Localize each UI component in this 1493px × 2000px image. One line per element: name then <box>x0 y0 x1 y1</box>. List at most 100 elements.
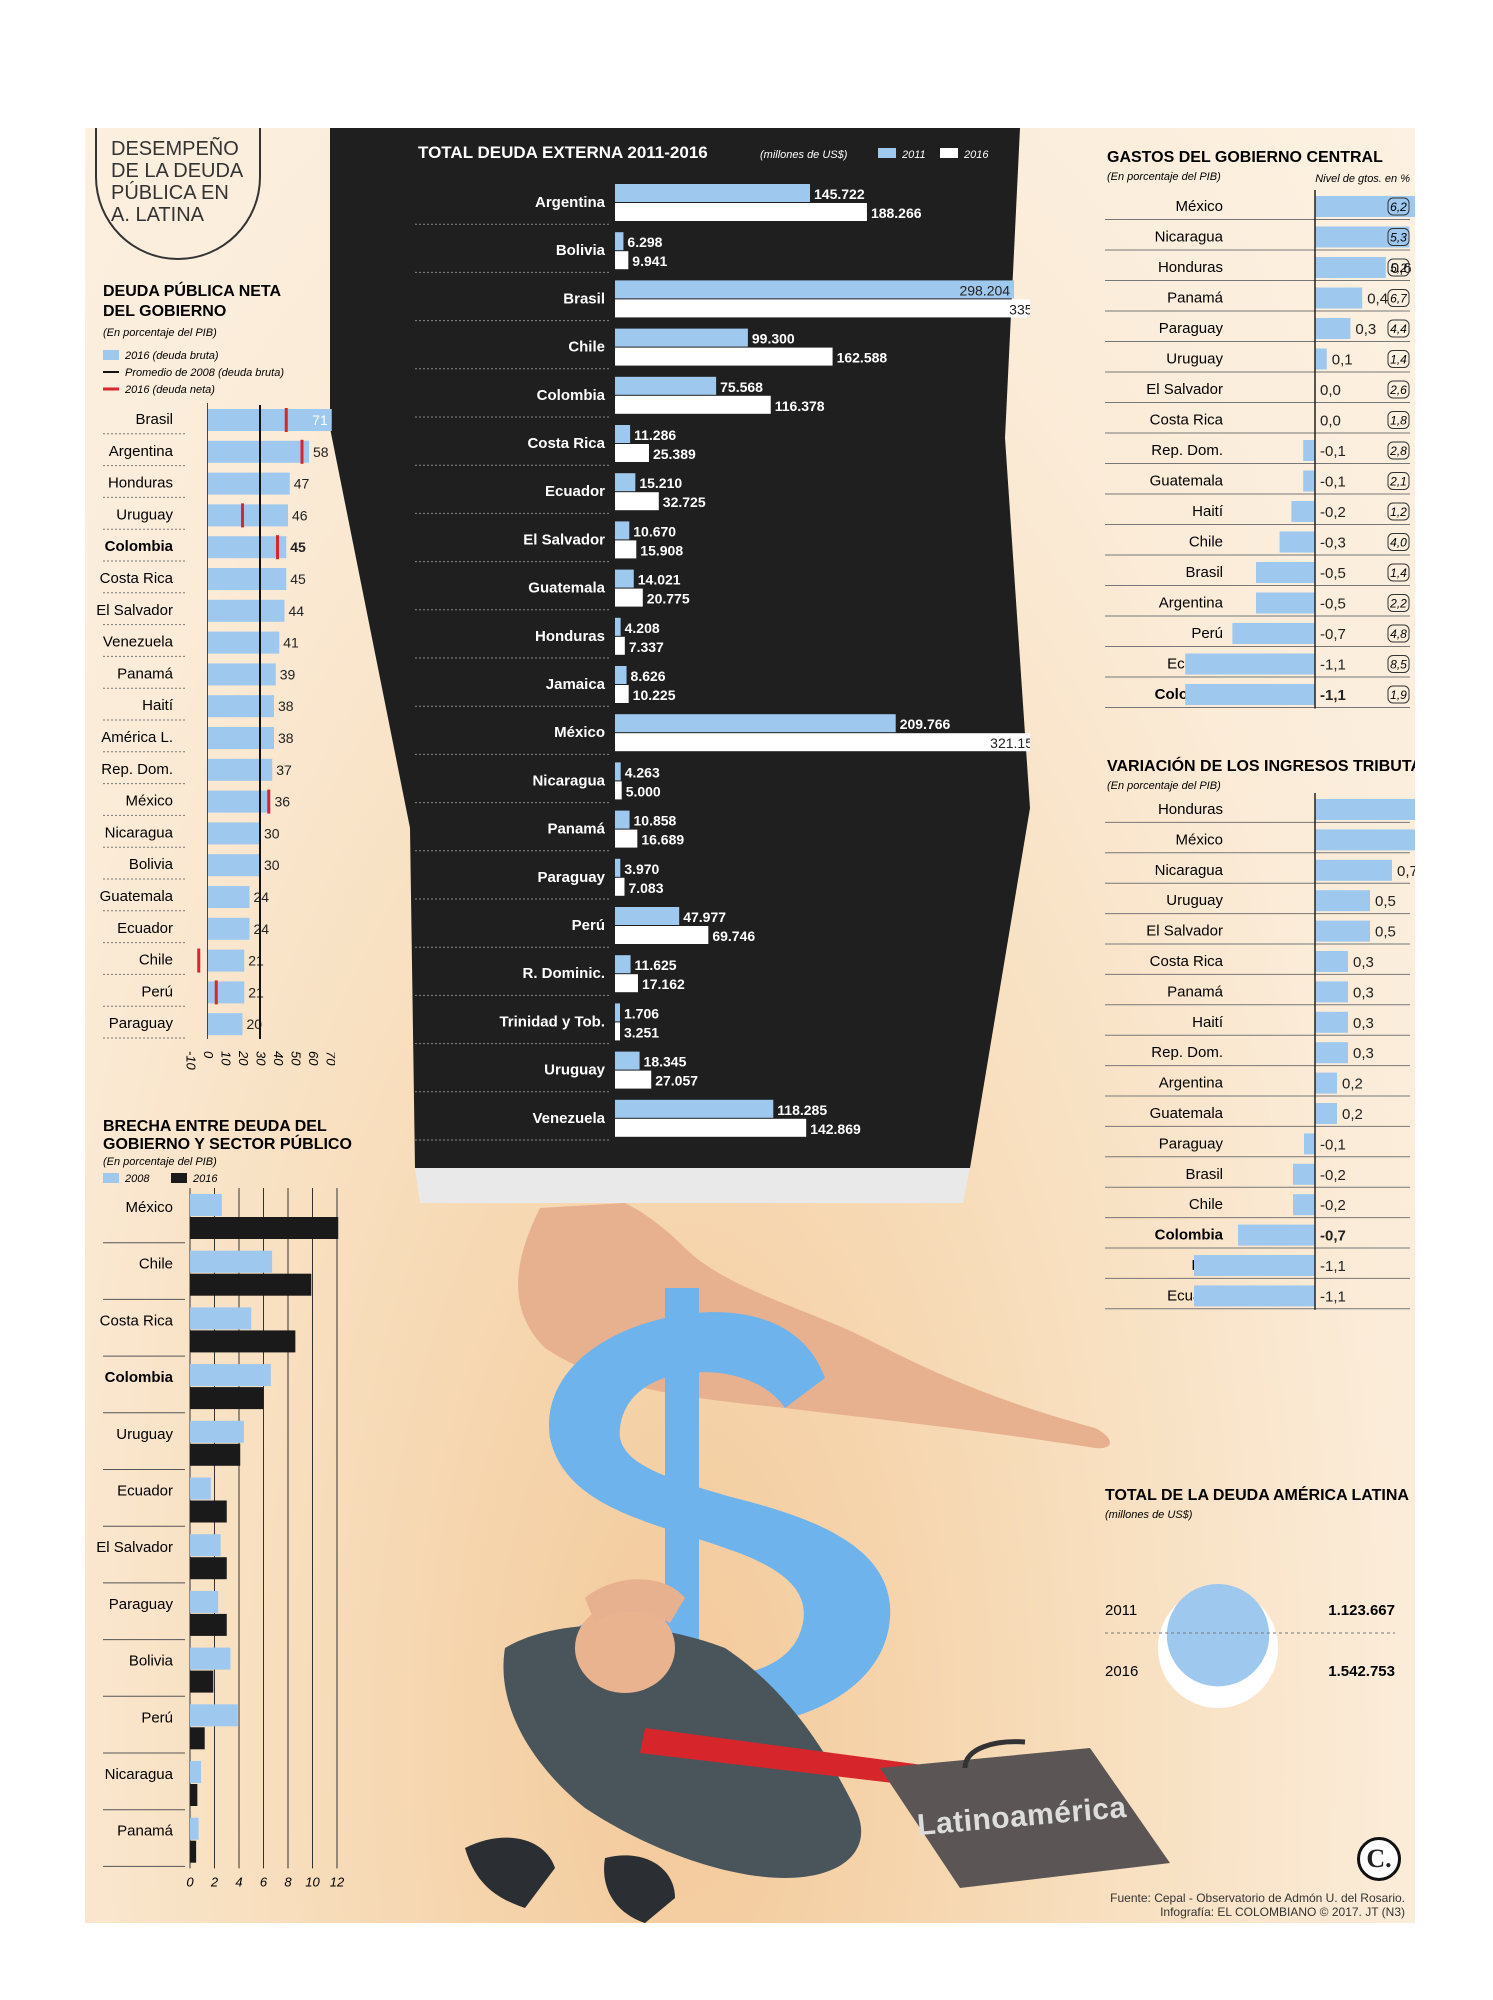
value-label-2016: 142.869 <box>810 1121 861 1137</box>
bar-ingreso <box>1315 1103 1337 1124</box>
nivel-label: 6,7 <box>1390 292 1408 306</box>
category-label: México <box>1175 831 1223 848</box>
tick-label: 2 <box>210 1874 219 1889</box>
value-label: 0,3 <box>1355 321 1376 338</box>
chart-title-line-2: DEL GOBIERNO <box>103 303 226 320</box>
bar-2011 <box>615 1099 774 1118</box>
value-label-2016: 25.389 <box>653 446 696 462</box>
bar-ingreso <box>1315 1011 1348 1033</box>
bar-ingreso <box>1315 920 1370 942</box>
chart-subtitle: (En porcentaje del PIB) <box>1107 780 1221 792</box>
value-label: -0,3 <box>1320 535 1346 552</box>
category-label: Nicaragua <box>1155 862 1224 879</box>
bar-2011 <box>615 1003 620 1022</box>
page-title: DESEMPEÑO DE LA DEUDA PÚBLICA EN A. LATI… <box>111 138 243 226</box>
category-label: Paraguay <box>109 1015 174 1032</box>
category-label: Ecuador <box>117 1483 173 1500</box>
bar-2008 <box>190 1307 252 1330</box>
bar-2011 <box>615 328 748 347</box>
nivel-label: 5,3 <box>1390 231 1407 245</box>
nivel-box <box>1387 624 1410 643</box>
value-label-2016: 27.057 <box>655 1073 698 1089</box>
bar-ingreso <box>1315 859 1392 881</box>
value-label-2016: 17.162 <box>642 976 685 992</box>
bar-2008 <box>190 1477 211 1500</box>
bar-2016 <box>190 1557 227 1580</box>
legend-swatch-2016 <box>171 1173 187 1183</box>
marker-deuda-neta <box>276 535 279 560</box>
value-label-2011: 4.263 <box>625 764 660 780</box>
category-label: Nicaragua <box>105 824 174 841</box>
bar-gasto <box>1315 257 1386 278</box>
nivel-box <box>1387 655 1410 673</box>
value-label-2011: 298.204 <box>959 282 1010 298</box>
value-label: 44 <box>289 603 305 619</box>
legend-label-2008: 2008 <box>124 1173 150 1185</box>
category-label: Uruguay <box>116 506 173 523</box>
category-label: Nicaragua <box>532 772 605 789</box>
bar-ingreso <box>1293 1163 1315 1185</box>
value-label: 0,1 <box>1332 352 1353 369</box>
bar-2016 <box>615 926 709 944</box>
chart-title-line-1: BRECHA ENTRE DEUDA DEL <box>103 1118 327 1135</box>
category-label: Panamá <box>117 665 174 682</box>
value-label: 36 <box>275 794 291 810</box>
bar-deuda-bruta <box>207 409 332 431</box>
category-label: Costa Rica <box>1150 953 1224 970</box>
chart-subtitle: (En porcentaje del PIB) <box>1107 171 1221 183</box>
source-credits: Fuente: Cepal - Observatorio de Admón U.… <box>1110 1891 1405 1919</box>
bar-2011 <box>615 617 621 636</box>
bar-gasto <box>1315 226 1410 248</box>
bar-ingreso <box>1315 981 1348 1003</box>
category-label: Costa Rica <box>100 570 174 587</box>
category-label: Argentina <box>109 443 174 460</box>
value-label-2011: 75.568 <box>720 379 763 395</box>
tick-label: 50 <box>289 1051 304 1066</box>
legend-swatch-2016-bruta <box>103 350 119 360</box>
bar-deuda-bruta <box>207 822 260 845</box>
bar-2016 <box>615 588 643 607</box>
bar-deuda-bruta <box>207 472 290 495</box>
value-label-2011: 209.766 <box>900 716 951 732</box>
bar-deuda-bruta <box>207 727 274 749</box>
value-label-2011: 1.123.667 <box>1328 1602 1395 1619</box>
category-label: Panamá <box>1167 290 1224 307</box>
bar-ingreso <box>1315 829 1415 851</box>
bar-ingreso <box>1315 890 1370 912</box>
bar-deuda-bruta <box>207 440 309 463</box>
bar-ingreso <box>1293 1194 1315 1216</box>
bar-ingreso <box>1238 1224 1315 1246</box>
bar-2011 <box>615 858 621 877</box>
category-label: México <box>1175 198 1223 215</box>
category-label: Brasil <box>135 411 173 428</box>
bar-gasto <box>1185 684 1315 705</box>
bar-2016 <box>615 781 622 800</box>
bar-2011 <box>615 184 811 202</box>
value-label-2011: 3.970 <box>624 861 659 877</box>
bar-gasto <box>1279 531 1315 553</box>
bar-deuda-bruta <box>207 536 287 559</box>
value-label-2011: 14.021 <box>638 572 681 588</box>
value-label-2016: 9.941 <box>632 253 667 269</box>
bar-2008 <box>190 1817 199 1840</box>
category-label: Chile <box>139 1256 173 1273</box>
bar-ingreso <box>1315 1072 1337 1094</box>
tick-label: 6 <box>260 1874 268 1889</box>
value-label: -1,1 <box>1320 1288 1346 1305</box>
marker-deuda-neta <box>300 439 304 464</box>
nivel-label: 1,9 <box>1390 688 1407 702</box>
value-label: 0,3 <box>1353 1015 1374 1032</box>
category-label: Uruguay <box>544 1062 606 1079</box>
value-label-2011: 11.625 <box>635 957 677 973</box>
bar-2016 <box>190 1217 339 1239</box>
category-label: Haití <box>1192 503 1224 520</box>
nivel-label: 8,5 <box>1390 658 1407 672</box>
bar-2011 <box>615 473 636 492</box>
value-label-2011: 1.706 <box>624 1005 659 1021</box>
bar-2016 <box>190 1330 296 1353</box>
category-label: Colombia <box>105 538 174 555</box>
bar-gasto <box>1315 196 1415 217</box>
value-label: -0,1 <box>1320 443 1346 460</box>
legend-label-promedio: Promedio de 2008 (deuda bruta) <box>125 367 284 379</box>
bar-deuda-bruta <box>207 854 260 877</box>
